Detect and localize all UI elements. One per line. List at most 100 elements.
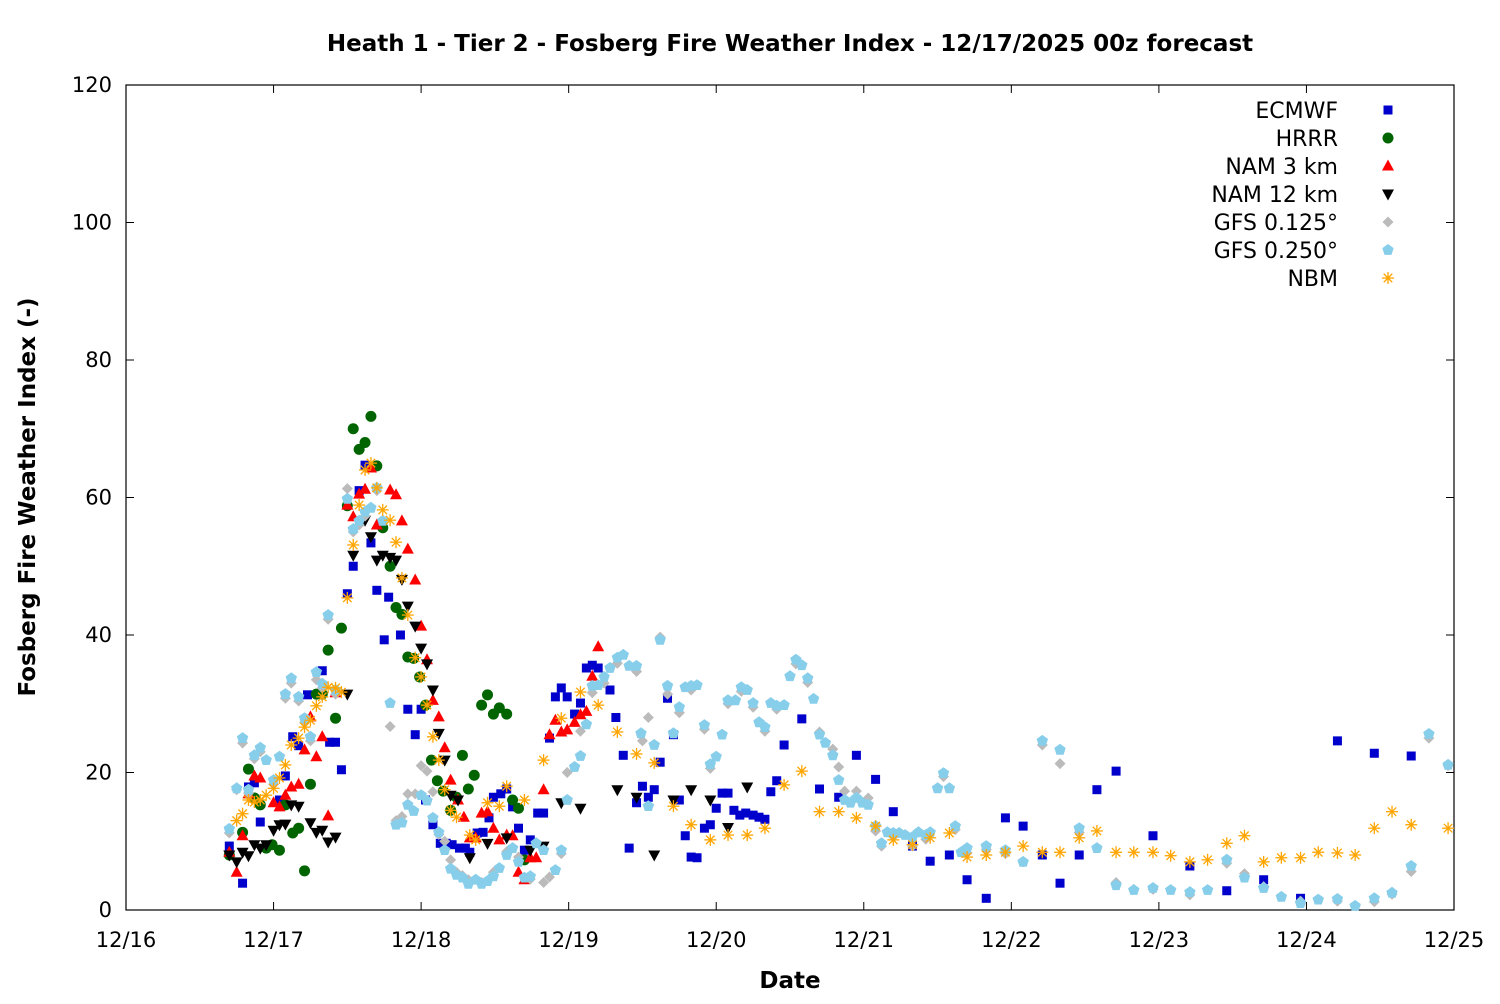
point-ecmwf — [772, 776, 782, 786]
point-gfs-0-250 — [796, 659, 808, 671]
y-tick-label: 40 — [85, 623, 112, 647]
point-nbm — [943, 827, 956, 839]
point-nam-3-km — [353, 487, 366, 499]
point-ecmwf — [1111, 766, 1121, 776]
point-nam-12-km — [370, 555, 383, 567]
point-gfs-0-125 — [341, 483, 353, 495]
legend-marker-nbm — [1382, 272, 1394, 284]
point-ecmwf — [1259, 875, 1269, 885]
point-hrrr — [299, 865, 311, 877]
point-ecmwf — [384, 592, 394, 602]
point-nbm — [1294, 851, 1307, 864]
point-gfs-0-250 — [698, 719, 711, 730]
point-nbm — [813, 805, 826, 818]
point-gfs-0-125 — [445, 854, 457, 866]
point-nbm — [432, 754, 445, 767]
point-hrrr — [322, 644, 334, 656]
point-gfs-0-250 — [402, 798, 414, 810]
point-gfs-0-250 — [310, 666, 323, 677]
point-hrrr — [462, 783, 474, 795]
point-nam-12-km — [421, 659, 434, 671]
point-hrrr — [512, 802, 524, 814]
point-hrrr — [242, 763, 254, 775]
point-gfs-0-125 — [662, 688, 674, 700]
point-nbm — [1312, 846, 1325, 859]
point-gfs-0-250 — [1312, 893, 1324, 905]
point-nam-12-km — [248, 840, 261, 852]
point-gfs-0-250 — [549, 864, 562, 875]
point-nbm — [1201, 853, 1214, 866]
point-hrrr — [273, 844, 285, 856]
point-ecmwf — [925, 856, 935, 866]
plot-frame — [125, 84, 1455, 911]
point-gfs-0-250 — [1201, 884, 1214, 895]
point-nbm — [273, 772, 286, 784]
point-gfs-0-250 — [1110, 879, 1122, 891]
point-hrrr — [476, 699, 488, 711]
point-gfs-0-250 — [377, 514, 389, 526]
point-nbm — [1405, 818, 1418, 831]
point-nam-3-km — [487, 821, 500, 833]
point-nam-3-km — [432, 710, 445, 722]
point-gfs-0-250 — [1386, 886, 1398, 898]
point-gfs-0-250 — [1275, 890, 1288, 902]
point-nbm — [741, 829, 754, 842]
point-hrrr — [347, 423, 359, 435]
point-nam-12-km — [304, 818, 317, 830]
point-nbm — [500, 780, 513, 793]
point-gfs-0-125 — [439, 835, 451, 847]
point-gfs-0-250 — [729, 694, 742, 706]
legend-label-ecmwf: ECMWF — [1255, 99, 1338, 124]
point-nam-3-km — [384, 483, 397, 495]
point-nam-12-km — [452, 795, 464, 807]
point-gfs-0-250 — [667, 727, 680, 739]
point-nbm — [887, 833, 900, 846]
point-gfs-0-125 — [850, 785, 862, 797]
point-ecmwf — [1092, 785, 1102, 795]
chart-title: Heath 1 - Tier 2 - Fosberg Fire Weather … — [327, 31, 1253, 57]
axis-ticks: 12/16 12/17 12/18 12/19 12/20 12/21 12/22 12/23… — [72, 73, 1484, 952]
point-nam-3-km — [409, 573, 422, 585]
point-nam-3-km — [530, 851, 543, 863]
point-nbm — [850, 811, 863, 824]
point-gfs-0-250 — [710, 750, 722, 762]
point-gfs-0-250 — [353, 514, 365, 526]
point-ecmwf — [496, 789, 506, 799]
point-nbm — [248, 796, 261, 809]
point-ecmwf — [760, 814, 770, 824]
point-ecmwf — [618, 750, 628, 760]
x-tick-label: 12/22 — [981, 928, 1042, 952]
point-nbm — [574, 686, 587, 699]
data-points — [223, 410, 1455, 912]
point-gfs-0-125 — [538, 877, 550, 888]
point-nam-3-km — [537, 783, 550, 795]
point-nbm — [347, 538, 360, 551]
point-gfs-0-250 — [598, 670, 610, 682]
point-nam-3-km — [359, 482, 372, 494]
point-nam-12-km — [500, 833, 513, 845]
point-nam-3-km — [395, 514, 408, 526]
point-ecmwf — [692, 853, 702, 863]
point-ecmwf — [611, 713, 621, 722]
legend-label-hrrr: HRRR — [1276, 127, 1338, 152]
point-ecmwf — [748, 810, 758, 820]
point-ecmwf — [447, 840, 457, 850]
point-nam-12-km — [316, 825, 329, 837]
legend-label-nam-12-km: NAM 12 km — [1211, 183, 1338, 208]
point-ecmwf — [478, 827, 488, 837]
point-nbm — [267, 782, 280, 795]
legend-marker-gfs-0-125 — [1382, 216, 1394, 228]
series-ecmwf — [224, 460, 1416, 903]
point-hrrr — [396, 608, 408, 620]
point-gfs-0-250 — [784, 670, 796, 682]
point-gfs-0-250 — [778, 699, 790, 710]
point-gfs-0-250 — [1331, 893, 1344, 904]
point-ecmwf — [325, 737, 335, 747]
point-gfs-0-250 — [341, 492, 353, 504]
point-ecmwf — [255, 817, 265, 827]
point-nbm — [1073, 831, 1086, 844]
point-nbm — [364, 457, 377, 470]
point-nam-3-km — [292, 777, 305, 789]
point-gfs-0-250 — [1128, 884, 1140, 895]
legend-label-nbm: NBM — [1287, 267, 1338, 292]
